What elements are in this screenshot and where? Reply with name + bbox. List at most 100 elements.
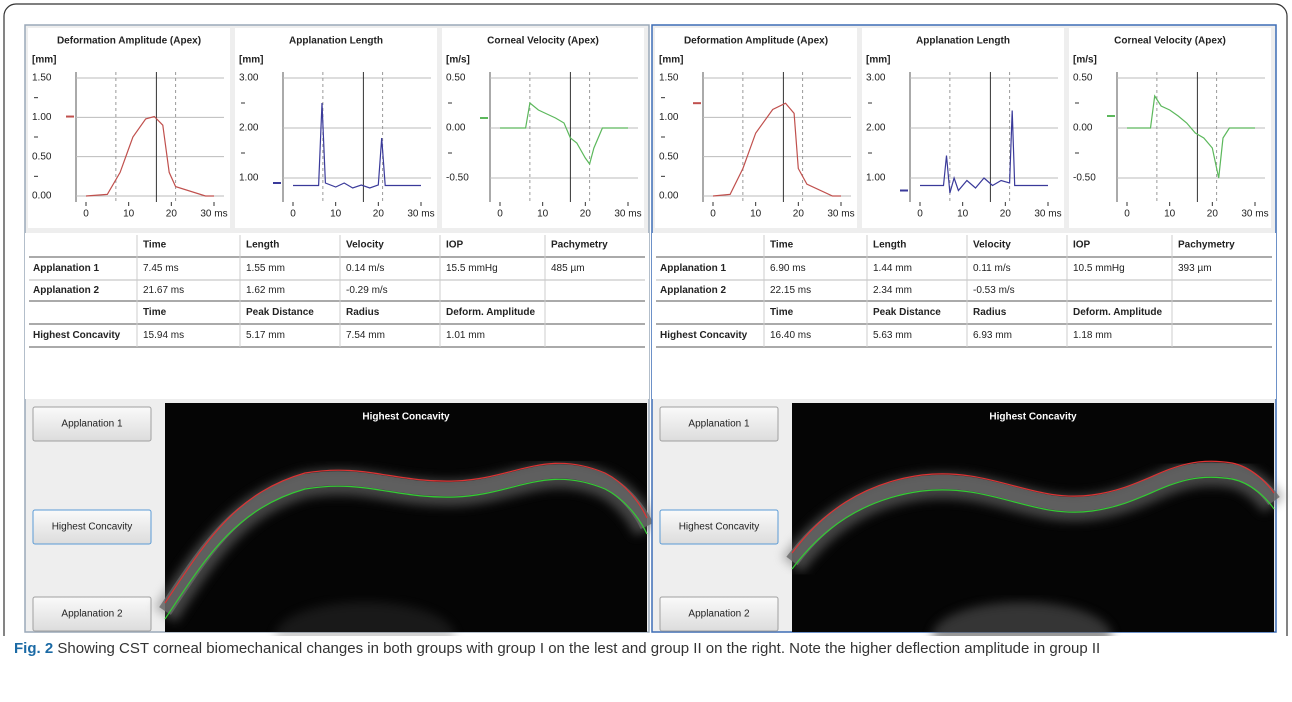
y-tick-label: 3.00 bbox=[866, 73, 886, 84]
chart: Corneal Velocity (Apex) [m/s] 0.50 0.00 -0.5… bbox=[1069, 28, 1271, 228]
row-label: Applanation 1 bbox=[33, 263, 100, 274]
figure-frame bbox=[3, 3, 1288, 702]
chart-unit: [mm] bbox=[866, 55, 890, 66]
panel: Deformation Amplitude (Apex)[mm]1.501.00… bbox=[24, 24, 659, 672]
x-tick-label: 10 bbox=[1164, 209, 1176, 220]
cell: 6.90 ms bbox=[770, 263, 806, 274]
x-tick-label: 0 bbox=[497, 209, 503, 220]
button[interactable] bbox=[659, 406, 779, 442]
scan-image: Highest Concavity bbox=[154, 403, 659, 672]
x-tick-label: 0 bbox=[710, 209, 716, 220]
y-tick-label: 1.50 bbox=[659, 73, 679, 84]
cell: 393 µm bbox=[1178, 263, 1212, 274]
row-label: Applanation 1 bbox=[660, 263, 727, 274]
x-tick-label: 30 ms bbox=[1241, 209, 1268, 220]
column-header: Time bbox=[770, 307, 794, 318]
cell: 15.94 ms bbox=[143, 330, 184, 341]
column-header: Peak Distance bbox=[246, 307, 314, 318]
cell: 1.44 mm bbox=[873, 263, 912, 274]
column-header: Time bbox=[770, 240, 794, 251]
chart: Corneal Velocity (Apex) [m/s] 0.50 0.00 -0.5… bbox=[442, 28, 644, 228]
column-header: Peak Distance bbox=[873, 307, 941, 318]
x-tick-label: 20 bbox=[1000, 209, 1012, 220]
x-tick-label: 30 ms bbox=[614, 209, 641, 220]
button-label[interactable]: Applanation 2 bbox=[61, 609, 123, 620]
chart-title: Deformation Amplitude (Apex) bbox=[684, 36, 828, 47]
chart-unit: [mm] bbox=[32, 55, 56, 66]
button-label[interactable]: Highest Concavity bbox=[679, 522, 760, 533]
row-label: Applanation 2 bbox=[660, 285, 727, 296]
caption: Fig. 2 Showing CST corneal biomechanical… bbox=[14, 638, 1274, 659]
cell: 1.55 mm bbox=[246, 263, 285, 274]
button[interactable] bbox=[32, 596, 152, 632]
cell: 21.67 ms bbox=[143, 285, 184, 296]
chart-unit: [mm] bbox=[659, 55, 683, 66]
row-label: Applanation 2 bbox=[33, 285, 100, 296]
button[interactable] bbox=[659, 509, 779, 545]
x-tick-label: 10 bbox=[330, 209, 342, 220]
chart-unit: [m/s] bbox=[1073, 55, 1097, 66]
y-tick-label: 1.00 bbox=[32, 112, 52, 123]
button-label[interactable]: Highest Concavity bbox=[52, 522, 133, 533]
chart-unit: [m/s] bbox=[446, 55, 470, 66]
column-header: Radius bbox=[973, 307, 1007, 318]
y-tick-label: 0.00 bbox=[32, 191, 52, 202]
button[interactable] bbox=[659, 596, 779, 632]
caption-label: Fig. 2 bbox=[14, 640, 54, 657]
x-tick-label: 30 ms bbox=[1034, 209, 1061, 220]
button-label[interactable]: Applanation 1 bbox=[688, 419, 750, 430]
column-header: IOP bbox=[446, 240, 464, 251]
caption-text: Showing CST corneal biomechanical change… bbox=[57, 640, 1101, 657]
y-tick-label: 2.00 bbox=[239, 123, 259, 134]
button[interactable] bbox=[32, 509, 152, 545]
y-tick-label: 0.50 bbox=[1073, 73, 1093, 84]
cell: 7.54 mm bbox=[346, 330, 385, 341]
curve bbox=[500, 101, 628, 166]
screenshot: Deformation Amplitude (Apex)[mm]1.501.00… bbox=[3, 3, 1288, 702]
x-tick-label: 20 bbox=[1207, 209, 1219, 220]
posterior-edge bbox=[791, 476, 1275, 570]
anterior-edge bbox=[791, 460, 1275, 554]
chart: Deformation Amplitude (Apex)[mm] 1.50 1.00… bbox=[655, 28, 857, 228]
x-tick-label: 0 bbox=[917, 209, 923, 220]
cell: 485 µm bbox=[551, 263, 585, 274]
anterior-edge bbox=[164, 462, 648, 604]
table-background bbox=[652, 233, 1276, 399]
curve bbox=[712, 102, 841, 197]
x-tick-label: 20 bbox=[373, 209, 385, 220]
button-label[interactable]: Applanation 1 bbox=[61, 419, 123, 430]
cell: 0.14 m/s bbox=[346, 263, 384, 274]
button[interactable] bbox=[32, 406, 152, 442]
cell: 15.5 mmHg bbox=[446, 263, 498, 274]
curve bbox=[1127, 94, 1255, 179]
column-header: Velocity bbox=[346, 240, 384, 251]
cell: 10.5 mmHg bbox=[1073, 263, 1125, 274]
cell: 1.62 mm bbox=[246, 285, 285, 296]
button-label[interactable]: Applanation 2 bbox=[688, 609, 750, 620]
column-header: Deform. Amplitude bbox=[1073, 307, 1163, 318]
x-tick-label: 20 bbox=[580, 209, 592, 220]
scan-image: Highest Concavity bbox=[781, 403, 1285, 672]
y-tick-label: -0.50 bbox=[446, 173, 469, 184]
chart-title: Applanation Length bbox=[289, 36, 383, 47]
cell: 1.01 mm bbox=[446, 330, 485, 341]
y-tick-label: 0.00 bbox=[659, 191, 679, 202]
column-header: Length bbox=[246, 240, 279, 251]
x-tick-label: 0 bbox=[290, 209, 296, 220]
cell: 5.17 mm bbox=[246, 330, 285, 341]
image-background bbox=[792, 403, 1274, 632]
cell: 1.18 mm bbox=[1073, 330, 1112, 341]
curve bbox=[920, 110, 1048, 194]
y-tick-label: 1.00 bbox=[239, 173, 259, 184]
cell: -0.53 m/s bbox=[973, 285, 1015, 296]
y-tick-label: 0.50 bbox=[659, 151, 679, 162]
x-tick-label: 10 bbox=[750, 209, 762, 220]
chart: Applanation Length [mm] 3.00 2.00 1.00 0 10 20 3… bbox=[862, 28, 1064, 228]
y-tick-label: 2.00 bbox=[866, 123, 886, 134]
column-header: Radius bbox=[346, 307, 380, 318]
column-header: Time bbox=[143, 240, 167, 251]
chart-title: Deformation Amplitude (Apex) bbox=[57, 36, 201, 47]
cell: 2.34 mm bbox=[873, 285, 912, 296]
x-tick-label: 0 bbox=[83, 209, 89, 220]
